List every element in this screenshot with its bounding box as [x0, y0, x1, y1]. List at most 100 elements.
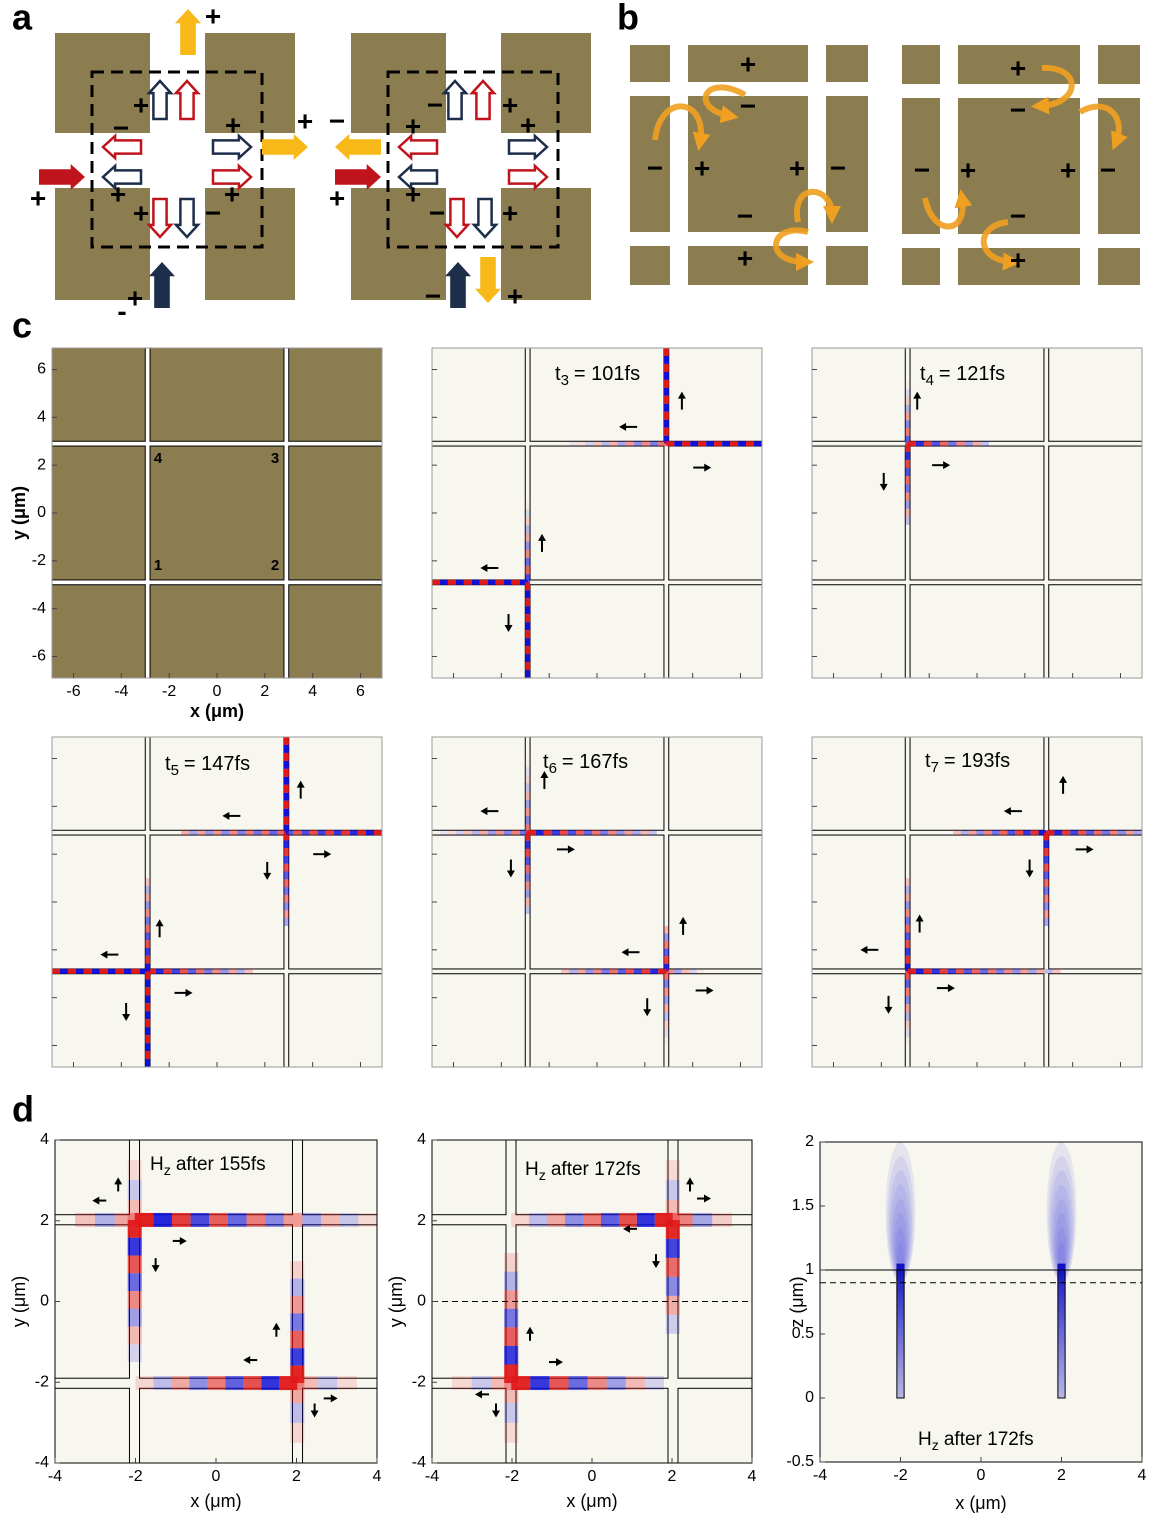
- y-tick-label: -4: [412, 1454, 426, 1471]
- field-segment: [618, 441, 626, 446]
- field-segment: [172, 969, 180, 974]
- field-segment: [1007, 830, 1015, 835]
- charge-sign: −: [830, 152, 846, 183]
- field-segment: [664, 988, 669, 996]
- field-core: [896, 1264, 904, 1398]
- field-segment: [664, 1004, 669, 1012]
- waveguide-block: [812, 446, 905, 580]
- waveguide-block: [303, 1140, 377, 1215]
- x-tick-label: 2: [668, 1468, 677, 1485]
- x-tick-label: 4: [308, 683, 317, 700]
- y-tick-label: 1: [805, 1261, 814, 1278]
- field-segment: [607, 1376, 626, 1390]
- waveguide-block: [516, 1388, 668, 1463]
- waveguide-block: [1049, 348, 1142, 441]
- field-segment: [1044, 848, 1049, 856]
- field-segment: [284, 753, 289, 761]
- field-segment: [504, 1309, 518, 1328]
- field-segment: [905, 917, 910, 925]
- waveguide-block: [678, 1140, 752, 1215]
- field-segment: [905, 492, 910, 500]
- field-segment: [326, 830, 334, 835]
- field-segment: [666, 1220, 680, 1239]
- field-segment: [618, 969, 626, 974]
- waveguide-block: [812, 835, 905, 969]
- x-tick-label: 0: [212, 1468, 221, 1485]
- field-segment: [525, 525, 530, 533]
- field-segment: [496, 830, 504, 835]
- waveguide-block: [669, 446, 762, 580]
- field-segment: [525, 833, 530, 841]
- field-segment: [905, 468, 910, 476]
- field-segment: [145, 948, 150, 956]
- waveguide-block: [52, 835, 145, 969]
- field-segment: [1110, 830, 1118, 835]
- field-segment: [145, 1059, 150, 1067]
- x-tick-label: 6: [356, 683, 365, 700]
- panel-label: a: [12, 0, 33, 38]
- charge-sign: +: [297, 105, 313, 136]
- y-tick-label: 0: [37, 504, 46, 521]
- field-segment: [181, 830, 189, 835]
- charge-sign: −: [740, 90, 756, 121]
- charge-sign: +: [224, 178, 240, 209]
- field-segment: [1054, 830, 1062, 835]
- field-segment: [145, 894, 150, 902]
- field-segment: [905, 894, 910, 902]
- field-segment: [525, 767, 530, 775]
- charge-sign: +: [737, 242, 753, 273]
- field-segment: [905, 1013, 910, 1021]
- field-segment: [664, 412, 669, 420]
- field-segment: [610, 969, 618, 974]
- field-segment: [666, 1180, 680, 1200]
- field-segment: [666, 1239, 680, 1258]
- x-tick-label: -2: [128, 1468, 142, 1485]
- field-segment: [976, 830, 984, 835]
- y-axis-label: y (μm): [386, 1276, 406, 1327]
- field-segment: [145, 1003, 150, 1011]
- field-segment: [284, 809, 289, 817]
- field-segment: [374, 830, 382, 835]
- block-arrow: [176, 199, 198, 237]
- field-segment: [286, 830, 294, 835]
- waveguide-block: [52, 974, 145, 1067]
- field-segment: [664, 404, 669, 412]
- field-segment: [284, 817, 289, 825]
- charge-sign: +: [405, 110, 421, 141]
- field-segment: [905, 1029, 910, 1037]
- field-segment: [544, 830, 552, 835]
- field-segment: [302, 830, 310, 835]
- field-segment: [247, 1213, 266, 1227]
- field-segment: [284, 903, 289, 911]
- page: abcd++−+++−++−++-−++++−++−++−−++−−++−−++…: [0, 0, 1155, 1521]
- charge-sign: −: [1010, 200, 1026, 231]
- field-segment: [525, 574, 530, 582]
- field-segment: [189, 1376, 207, 1390]
- field-segment: [145, 878, 150, 886]
- field-segment: [472, 580, 480, 585]
- field-segment: [697, 969, 705, 974]
- field-segment: [905, 956, 910, 964]
- field-segment: [714, 441, 722, 446]
- field-segment: [674, 969, 682, 974]
- field-segment: [284, 840, 289, 848]
- field-segment: [525, 898, 530, 906]
- field-segment: [1031, 830, 1039, 835]
- field-segment: [290, 1403, 304, 1423]
- charge-sign: +: [329, 182, 345, 213]
- field-segment: [128, 1344, 142, 1362]
- field-segment: [1126, 830, 1134, 835]
- x-tick-label: -4: [425, 1468, 439, 1485]
- field-segment: [284, 745, 289, 753]
- field-segment: [664, 1029, 669, 1037]
- field-segment: [525, 622, 530, 630]
- field-segment: [171, 1376, 189, 1390]
- field-segment: [504, 1253, 518, 1272]
- field-segment: [334, 830, 342, 835]
- field-segment: [290, 1279, 304, 1296]
- label-rest: = 193fs: [944, 750, 1010, 772]
- field-segment: [969, 830, 977, 835]
- block-arrow: [149, 262, 175, 308]
- field-segment: [116, 969, 124, 974]
- field-segment: [1062, 830, 1070, 835]
